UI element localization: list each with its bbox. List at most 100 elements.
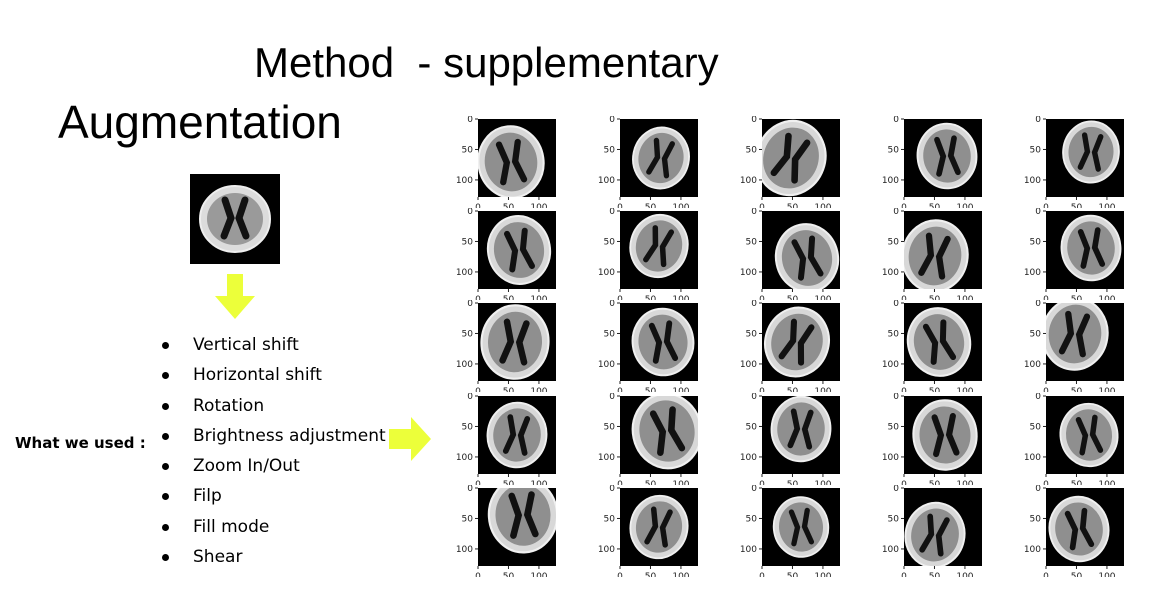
x-tick-label: 0 — [759, 203, 765, 208]
down-arrow-icon — [215, 274, 255, 319]
x-tick-label: 100 — [530, 203, 547, 208]
brain-scan-image — [1060, 214, 1122, 282]
x-tick-label: 100 — [956, 295, 973, 300]
y-tick-label: 50 — [746, 422, 758, 432]
x-tick-label: 50 — [929, 480, 941, 485]
x-tick-label: 100 — [1098, 480, 1115, 485]
y-tick-label: 0 — [467, 208, 473, 217]
x-tick-label: 100 — [956, 480, 973, 485]
brain-scan-image — [631, 396, 698, 470]
y-tick-label: 50 — [604, 329, 616, 339]
x-tick-label: 0 — [617, 480, 623, 485]
augmented-image-plot: 0 50 100 0 50 100 — [1023, 116, 1154, 208]
x-tick-label: 0 — [475, 572, 481, 577]
y-tick-label: 100 — [882, 268, 899, 278]
augmented-image-plot: 0 50 100 0 50 100 — [881, 485, 1021, 577]
x-tick-label: 50 — [503, 203, 515, 208]
x-tick-label: 0 — [617, 203, 623, 208]
x-tick-label: 50 — [645, 295, 657, 300]
y-tick-label: 100 — [882, 545, 899, 555]
y-tick-label: 0 — [893, 208, 899, 217]
brain-scan-image — [629, 494, 689, 560]
y-tick-label: 0 — [751, 300, 757, 309]
brain-scan-image — [774, 223, 840, 289]
y-tick-label: 0 — [609, 393, 615, 402]
x-tick-label: 100 — [814, 480, 831, 485]
x-tick-label: 0 — [475, 480, 481, 485]
x-tick-label: 50 — [787, 480, 799, 485]
y-tick-label: 50 — [604, 237, 616, 247]
x-tick-label: 0 — [901, 480, 907, 485]
y-tick-label: 100 — [882, 176, 899, 186]
augmentation-item: Zoom In/Out — [160, 453, 386, 483]
y-tick-label: 100 — [1024, 545, 1041, 555]
y-tick-label: 0 — [1035, 393, 1041, 402]
y-tick-label: 50 — [604, 145, 616, 155]
augmented-image-plot: 0 50 100 0 50 100 — [739, 116, 879, 208]
x-tick-label: 0 — [1043, 295, 1049, 300]
x-tick-label: 100 — [530, 295, 547, 300]
y-tick-label: 50 — [888, 514, 900, 524]
augmented-image-plot: 0 50 100 0 50 100 — [881, 116, 1021, 208]
x-tick-label: 0 — [617, 387, 623, 392]
y-tick-label: 0 — [609, 116, 615, 125]
y-tick-label: 100 — [456, 545, 473, 555]
brain-scan-image — [632, 126, 690, 190]
y-tick-label: 100 — [882, 453, 899, 463]
x-tick-label: 50 — [645, 572, 657, 577]
y-tick-label: 50 — [746, 514, 758, 524]
augmented-image-plot: 0 50 100 0 50 100 — [597, 300, 737, 392]
x-tick-label: 50 — [645, 203, 657, 208]
brain-scan-image — [487, 488, 556, 554]
y-tick-label: 100 — [456, 176, 473, 186]
x-tick-label: 0 — [759, 480, 765, 485]
brain-scan-image — [1062, 120, 1120, 184]
brain-scan-image — [770, 396, 832, 463]
x-tick-label: 50 — [503, 480, 515, 485]
augmented-image-plot: 0 50 100 0 50 100 — [1023, 208, 1154, 300]
x-tick-label: 50 — [1071, 480, 1083, 485]
brain-scan-image — [904, 219, 969, 289]
y-tick-label: 50 — [1030, 329, 1042, 339]
x-tick-label: 100 — [956, 203, 973, 208]
brain-scan-image — [480, 304, 550, 380]
augmented-image-plot: 0 50 100 0 50 100 — [881, 393, 1021, 485]
y-tick-label: 50 — [888, 145, 900, 155]
y-tick-label: 100 — [882, 360, 899, 370]
y-tick-label: 100 — [598, 176, 615, 186]
augmented-image-plot: 0 50 100 0 50 100 — [881, 300, 1021, 392]
y-tick-label: 0 — [893, 116, 899, 125]
x-tick-label: 0 — [901, 203, 907, 208]
y-tick-label: 0 — [751, 485, 757, 494]
y-tick-label: 0 — [467, 393, 473, 402]
y-tick-label: 50 — [888, 422, 900, 432]
x-tick-label: 50 — [929, 203, 941, 208]
x-tick-label: 100 — [814, 295, 831, 300]
x-tick-label: 50 — [787, 572, 799, 577]
x-tick-label: 0 — [1043, 572, 1049, 577]
x-tick-label: 0 — [901, 387, 907, 392]
y-tick-label: 0 — [609, 300, 615, 309]
x-tick-label: 100 — [672, 387, 689, 392]
brain-scan-image — [486, 215, 552, 285]
brain-scan-image — [916, 122, 978, 190]
y-tick-label: 100 — [598, 545, 615, 555]
x-tick-label: 0 — [901, 572, 907, 577]
augmented-image-plot: 0 50 100 0 50 100 — [739, 300, 879, 392]
augmentation-item: Fill mode — [160, 514, 386, 544]
x-tick-label: 50 — [929, 295, 941, 300]
x-tick-label: 50 — [503, 387, 515, 392]
x-tick-label: 50 — [1071, 572, 1083, 577]
x-tick-label: 100 — [672, 480, 689, 485]
x-tick-label: 100 — [814, 203, 831, 208]
y-tick-label: 50 — [1030, 145, 1042, 155]
x-tick-label: 0 — [475, 387, 481, 392]
y-tick-label: 50 — [888, 237, 900, 247]
x-tick-label: 100 — [814, 572, 831, 577]
x-tick-label: 100 — [1098, 295, 1115, 300]
y-tick-label: 50 — [746, 145, 758, 155]
y-tick-label: 100 — [598, 268, 615, 278]
y-tick-label: 100 — [740, 453, 757, 463]
augmented-image-plot: 0 50 100 0 50 100 — [455, 116, 595, 208]
brain-scan-image — [486, 401, 548, 469]
